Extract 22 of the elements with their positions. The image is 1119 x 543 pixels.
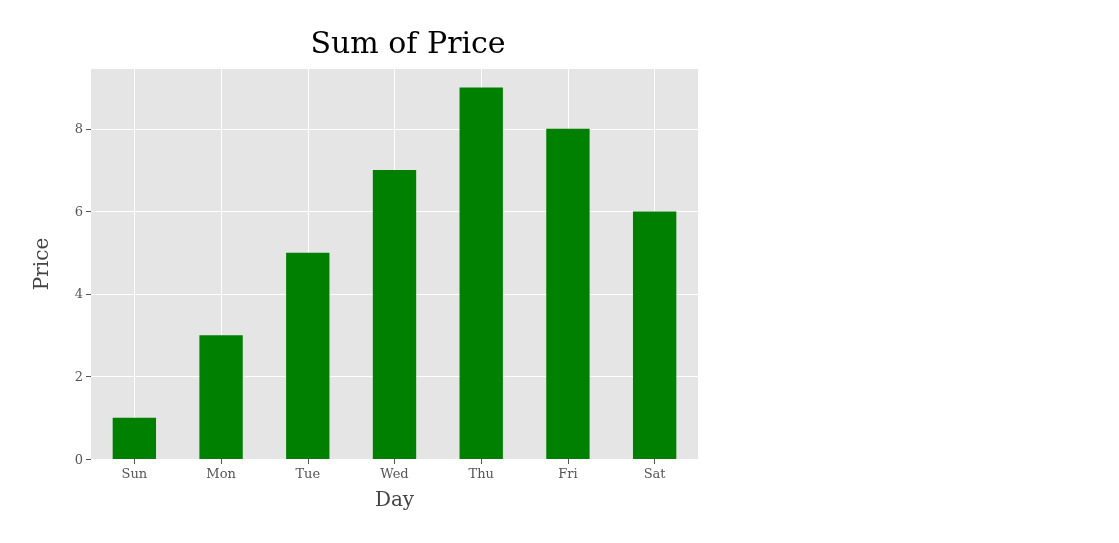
bar <box>286 252 330 459</box>
bar <box>632 211 677 459</box>
y-tick-label: 8 <box>74 121 83 137</box>
bar <box>372 170 417 459</box>
x-tick-label: Wed <box>380 466 409 481</box>
x-tick-label: Sat <box>643 466 667 481</box>
x-axis-title: Day <box>374 487 415 511</box>
y-tick-label: 6 <box>74 203 83 219</box>
bar <box>459 87 503 459</box>
x-tick-label: Mon <box>206 466 237 481</box>
y-tick-label: 4 <box>74 286 83 302</box>
x-tick-label: Sun <box>121 466 148 481</box>
x-tick-label: Thu <box>468 466 494 481</box>
chart-title: Sum of Price <box>310 24 506 60</box>
bar <box>112 417 157 459</box>
bar <box>199 335 243 459</box>
y-tick-label: 0 <box>74 451 83 467</box>
x-tick-label: Fri <box>558 466 578 481</box>
bar <box>546 128 590 459</box>
y-axis-title: Price <box>29 237 53 291</box>
x-tick-label: Tue <box>295 466 321 481</box>
y-tick-label: 2 <box>74 368 83 384</box>
